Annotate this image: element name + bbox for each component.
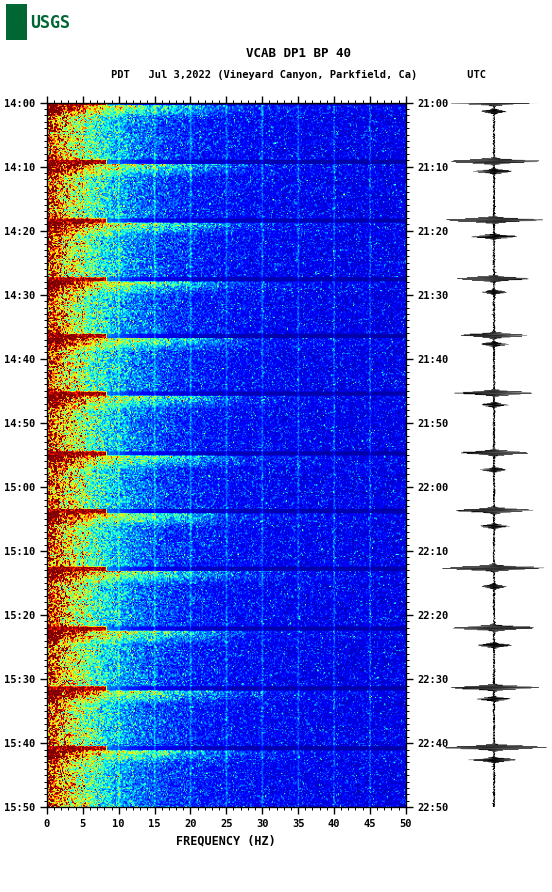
Text: PDT   Jul 3,2022 (Vineyard Canyon, Parkfield, Ca)        UTC: PDT Jul 3,2022 (Vineyard Canyon, Parkfie…: [110, 70, 486, 80]
Text: VCAB DP1 BP 40: VCAB DP1 BP 40: [246, 47, 351, 60]
Text: ≡: ≡: [41, 9, 52, 22]
Text: USGS: USGS: [30, 14, 70, 32]
FancyBboxPatch shape: [6, 4, 27, 40]
X-axis label: FREQUENCY (HZ): FREQUENCY (HZ): [177, 835, 276, 847]
